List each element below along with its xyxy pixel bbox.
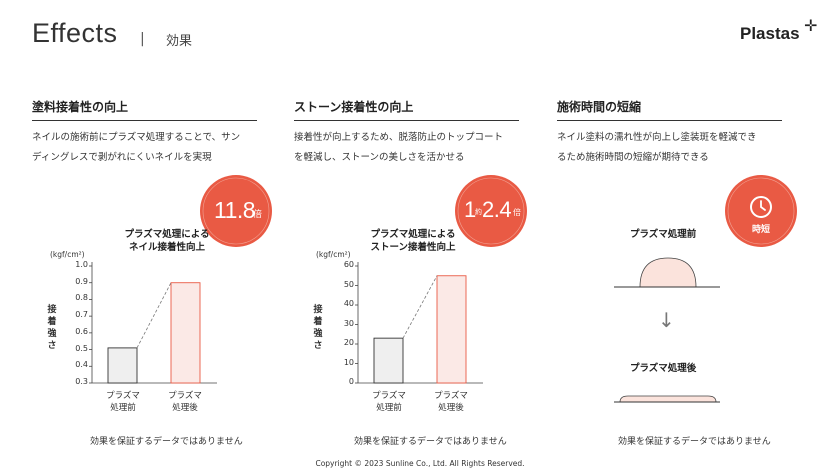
badge-suffix: 倍 — [513, 208, 521, 217]
description-line: 接着性が向上するため、脱落防止のトップコート — [294, 132, 504, 143]
increase-connector — [136, 282, 172, 349]
badge-suffix: 倍 — [253, 210, 263, 220]
y-tick-label: 0.7 — [75, 310, 88, 320]
bar-after — [436, 275, 467, 384]
bar-after — [170, 282, 201, 384]
category-line: 処理後 — [172, 403, 198, 413]
category-line: 処理前 — [110, 403, 136, 413]
category-line: 処理前 — [376, 403, 402, 413]
description-line: を軽減し、ストーンの美しさを活かせる — [294, 152, 465, 163]
y-tick-label: 0.3 — [75, 377, 88, 386]
y-tick-label: 20 — [343, 338, 354, 347]
bar-before — [107, 347, 138, 384]
brand-logo: Plastas — [740, 24, 800, 43]
after-label: プラズマ処理後 — [630, 363, 697, 374]
y-axis-label: 接着強さ — [47, 305, 57, 351]
clock-icon — [727, 177, 795, 245]
category-line: プラズマ — [168, 391, 202, 401]
column-description: ネイルの施術前にプラズマ処理することで、サン ディングレスで剥がれにくいネイルを… — [32, 128, 272, 168]
badge-prefix: 約 — [475, 208, 482, 216]
copyright: Copyright © 2023 Sunline Co., Ltd. All R… — [315, 459, 525, 468]
y-tick-label: 0.4 — [75, 360, 88, 370]
increase-connector — [402, 275, 438, 339]
bar-before — [373, 337, 404, 384]
logo-mark-icon: ✛ — [804, 16, 818, 35]
paint-dome — [639, 257, 697, 288]
x-category-label: プラズマ 処理後 — [426, 390, 476, 414]
page-title: Effects — [32, 18, 118, 48]
y-tick-label: 40 — [343, 299, 354, 308]
x-category-label: プラズマ 処理後 — [160, 390, 210, 414]
result-badge: 1 約 2.4 倍 — [455, 175, 527, 247]
paint-flat — [619, 395, 717, 403]
x-category-label: プラズマ 処理前 — [98, 390, 148, 414]
chart-title-line: ストーン接着性向上 — [370, 242, 456, 253]
description-line: ネイルの施術前にプラズマ処理することで、サン — [32, 132, 241, 143]
y-tick-label: 0.6 — [75, 326, 88, 336]
column-description: 接着性が向上するため、脱落防止のトップコート を軽減し、ストーンの美しさを活かせ… — [294, 128, 534, 168]
chart-title-line: プラズマ処理による — [124, 229, 210, 240]
chart-title-line: プラズマ処理による — [370, 229, 456, 240]
description-line: ネイル塗料の濡れ性が向上し塗装斑を軽減でき — [557, 132, 757, 143]
clock-face — [750, 196, 772, 218]
chart-title: プラズマ処理による ストーン接着性向上 — [338, 228, 488, 254]
disclaimer-note: 効果を保証するデータではありません — [618, 437, 771, 447]
column-divider — [294, 120, 519, 121]
column-heading-stone-adhesion: ストーン接着性の向上 — [294, 100, 414, 114]
y-tick-label: 0.5 — [75, 343, 88, 353]
category-line: プラズマ — [106, 391, 140, 401]
column-divider — [32, 120, 257, 121]
chart-title-line: ネイル接着性向上 — [128, 242, 205, 253]
y-tick-label: 30 — [343, 318, 354, 328]
page-subtitle: 効果 — [166, 34, 193, 49]
badge-lead: 1 — [464, 197, 477, 222]
after-flat-diagram — [614, 395, 720, 403]
y-axis-label: 接着強さ — [313, 305, 323, 351]
result-badge: 11.8 倍 — [200, 175, 272, 247]
y-tick-label: 0.9 — [75, 276, 88, 286]
y-tick-label: 1.0 — [75, 260, 88, 269]
category-line: プラズマ — [372, 391, 406, 401]
chart-unit: (kgf/cm²) — [50, 250, 85, 259]
column-divider — [557, 120, 782, 121]
column-description: ネイル塗料の濡れ性が向上し塗装斑を軽減でき るため施術時間の短縮が期待できる — [557, 128, 797, 168]
badge-value: 11.8 — [214, 197, 256, 223]
category-line: プラズマ — [434, 391, 468, 401]
badge-value: 時短 — [751, 225, 770, 235]
badge-ring — [202, 177, 270, 245]
disclaimer-note: 効果を保証するデータではありません — [90, 437, 243, 447]
arrow-down-icon: ↓ — [658, 308, 675, 332]
y-tick-label: 60 — [343, 260, 354, 269]
column-heading-paint-adhesion: 塗料接着性の向上 — [32, 100, 129, 114]
badge-value: 2.4 — [482, 197, 512, 222]
description-line: ディングレスで剥がれにくいネイルを実現 — [32, 152, 212, 163]
y-tick-label: 50 — [343, 279, 354, 289]
column-heading-time-reduction: 施術時間の短縮 — [557, 100, 642, 114]
category-line: 処理後 — [438, 403, 464, 413]
badge-ring-line — [457, 177, 525, 245]
before-dome-diagram — [614, 257, 720, 288]
before-label: プラズマ処理前 — [630, 229, 697, 240]
y-tick-label: 0 — [348, 377, 354, 386]
badge-ring — [457, 177, 525, 245]
chart-title: プラズマ処理による ネイル接着性向上 — [92, 228, 242, 254]
badge-ring-line — [202, 177, 270, 245]
disclaimer-note: 効果を保証するデータではありません — [354, 437, 507, 447]
y-tick-label: 10 — [343, 357, 354, 367]
result-badge: 時短 — [725, 175, 797, 247]
y-tick-label: 0.8 — [75, 293, 88, 303]
x-category-label: プラズマ 処理前 — [364, 390, 414, 414]
description-line: るため施術時間の短縮が期待できる — [557, 152, 709, 163]
title-separator: | — [140, 31, 145, 47]
badge-ring-line — [727, 177, 795, 245]
clock-hands — [760, 200, 766, 211]
chart-unit: (kgf/cm²) — [316, 250, 351, 259]
